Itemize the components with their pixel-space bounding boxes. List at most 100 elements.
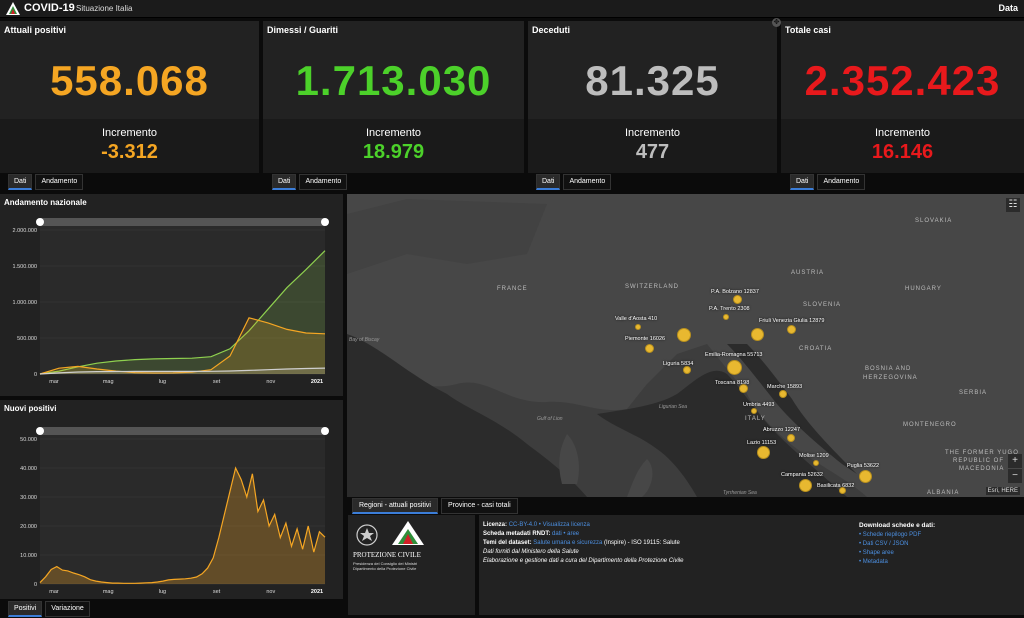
- nuovi-positivi-chart-svg: 0 10.000 20.000 30.000 40.000 50.000 mar mag lug…: [20, 427, 329, 595]
- region-bubble[interactable]: [727, 360, 742, 375]
- x-tick-label: lug: [159, 589, 166, 595]
- region-bubble[interactable]: [813, 460, 819, 466]
- license-link[interactable]: CC-BY-4.0 • Visualizza licenza: [508, 522, 590, 528]
- card-increment-label: Incremento: [365, 127, 422, 139]
- tab-province[interactable]: Province - casi totali: [440, 498, 518, 514]
- download-title: Download schede e dati:: [859, 522, 936, 529]
- chart-title: Andamento nazionale: [4, 198, 87, 207]
- region-label[interactable]: Umbria 4493: [743, 402, 775, 408]
- download-metadata-link[interactable]: • Metadata: [859, 559, 888, 565]
- download-shape-link[interactable]: • Shape aree: [859, 550, 894, 556]
- region-bubble[interactable]: [751, 328, 764, 341]
- map-country-label: ALBANIA: [927, 490, 960, 496]
- card-title: Attuali positivi: [4, 25, 67, 35]
- tab-dati[interactable]: Dati: [790, 174, 815, 190]
- series-line: [39, 466, 326, 584]
- region-bubble[interactable]: [799, 479, 812, 492]
- region-label[interactable]: Abruzzo 12247: [763, 427, 800, 433]
- card-value: 558.068: [50, 57, 209, 104]
- themes-link[interactable]: Salute umana e sicurezza: [533, 540, 603, 546]
- zoom-out-button[interactable]: −: [1008, 469, 1022, 483]
- region-bubble[interactable]: [733, 295, 742, 304]
- tab-regioni[interactable]: Regioni - attuali positivi: [352, 498, 438, 514]
- region-label[interactable]: Piemonte 16026: [625, 336, 666, 342]
- region-label[interactable]: Puglia 53622: [847, 463, 880, 469]
- map-country-label: BOSNIA AND: [865, 366, 912, 372]
- italian-emblem-icon: [356, 524, 378, 546]
- region-bubble[interactable]: [751, 408, 757, 414]
- map-sea-label: Gulf of Lion: [537, 416, 563, 422]
- card-value: 2.352.423: [804, 57, 1001, 104]
- card-deceduti: Deceduti 81.325 Incremento 477 ✥: [528, 18, 781, 173]
- app-title: COVID-19: [24, 2, 75, 14]
- range-slider-handle: [321, 218, 329, 226]
- region-label[interactable]: Lazio 11153: [747, 440, 777, 446]
- region-bubble[interactable]: [787, 325, 796, 334]
- y-tick-label: 1.500.000: [13, 264, 37, 270]
- region-bubble[interactable]: [683, 366, 691, 374]
- region-bubble[interactable]: [723, 314, 729, 320]
- map-country-label: FRANCE: [497, 286, 528, 292]
- protezione-civile-logo-icon: [392, 521, 424, 545]
- map-country-label: MONTENEGRO: [903, 422, 957, 428]
- series-area: [40, 317, 325, 374]
- region-bubble[interactable]: [739, 384, 748, 393]
- map-country-label: SLOVENIA: [803, 302, 842, 308]
- tab-andamento[interactable]: Andamento: [817, 174, 866, 190]
- date-label[interactable]: Data: [998, 3, 1018, 13]
- region-bubble[interactable]: [677, 328, 691, 342]
- chart-nuovi-positivi: Nuovi positivi 0 10.000 20.000 30.000 40.000…: [0, 400, 343, 599]
- map-country-label: CROATIA: [799, 346, 833, 352]
- tab-dati[interactable]: Dati: [8, 174, 33, 190]
- footer-info-panel: Licenza: CC-BY-4.0 • Visualizza licenza …: [479, 515, 1024, 615]
- region-bubble[interactable]: [787, 434, 795, 442]
- x-tick-label: mar: [49, 379, 59, 385]
- move-icon[interactable]: ✥: [772, 18, 781, 27]
- tab-dati[interactable]: Dati: [272, 174, 297, 190]
- card-increment-label: Incremento: [874, 127, 931, 139]
- card-attuali-positivi: Attuali positivi 558.068 Incremento -3.3…: [0, 21, 259, 173]
- region-label[interactable]: Friuli Venezia Giulia 12879: [759, 318, 825, 324]
- card-tabs-2: Dati Andamento: [272, 174, 348, 190]
- region-label[interactable]: Liguria 5834: [663, 361, 694, 367]
- logo-line-1: PROTEZIONE CIVILE: [353, 551, 421, 559]
- region-label[interactable]: Molise 1209: [799, 453, 829, 459]
- region-bubble[interactable]: [635, 324, 641, 330]
- region-label[interactable]: Basilicata 6832: [817, 483, 855, 489]
- chart-tabs: Positivi Variazione: [8, 601, 90, 617]
- region-label[interactable]: P.A. Bolzano 12837: [711, 289, 759, 295]
- tab-positivi[interactable]: Positivi: [8, 601, 43, 617]
- card-title: Deceduti: [532, 25, 571, 35]
- series-area: [40, 468, 325, 584]
- tab-andamento[interactable]: Andamento: [299, 174, 348, 190]
- region-bubble[interactable]: [757, 446, 770, 459]
- region-label[interactable]: Marche 15893: [767, 384, 803, 390]
- tab-andamento[interactable]: Andamento: [563, 174, 612, 190]
- x-tick-label: mar: [49, 589, 59, 595]
- region-bubble[interactable]: [839, 487, 846, 494]
- tab-variazione[interactable]: Variazione: [45, 601, 90, 617]
- download-pdf-link[interactable]: • Schede riepilogo PDF: [859, 532, 922, 538]
- region-label[interactable]: Emilia-Romagna 55713: [705, 352, 763, 358]
- card-increment-value: -3.312: [101, 141, 158, 163]
- region-label[interactable]: Toscana 8198: [715, 380, 750, 386]
- app-subtitle: Situazione Italia: [76, 4, 133, 13]
- region-label[interactable]: P.A. Trento 2308: [709, 306, 750, 312]
- card-tabs-1: Dati Andamento: [8, 174, 84, 190]
- region-bubble[interactable]: [645, 344, 654, 353]
- tab-dati[interactable]: Dati: [536, 174, 561, 190]
- x-tick-label: set: [213, 379, 221, 385]
- region-label[interactable]: Campania 52632: [781, 472, 823, 478]
- regions-map[interactable]: FRANCE SWITZERLAND AUSTRIA SLOVENIA HUNG…: [347, 194, 1024, 497]
- zoom-in-button[interactable]: +: [1008, 454, 1022, 468]
- footer-logo-panel: PROTEZIONE CIVILE Presidenza del Consigl…: [348, 515, 475, 615]
- region-bubble[interactable]: [859, 470, 872, 483]
- layer-list-icon[interactable]: ☷: [1006, 198, 1020, 212]
- region-bubble[interactable]: [779, 390, 787, 398]
- card-lower: [0, 119, 259, 173]
- region-label[interactable]: Valle d'Aosta 410: [615, 316, 658, 322]
- download-csv-link[interactable]: • Dati CSV / JSON: [859, 541, 909, 547]
- metadata-link[interactable]: dati • aree: [552, 531, 580, 537]
- card-tabs-4: Dati Andamento: [790, 174, 866, 190]
- tab-andamento[interactable]: Andamento: [35, 174, 84, 190]
